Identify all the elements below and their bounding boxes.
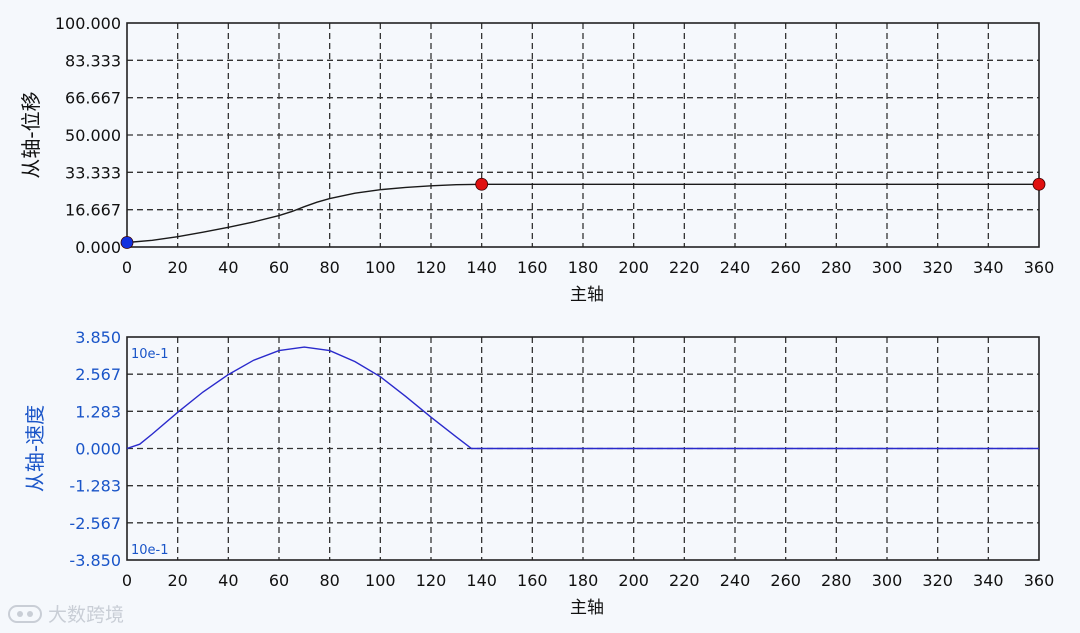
y-tick-label: -2.567 xyxy=(69,514,121,533)
watermark-text: 大数跨境 xyxy=(48,604,125,626)
y-tick-label: 33.333 xyxy=(65,163,121,182)
x-tick-label: 240 xyxy=(720,571,751,590)
x-tick-label: 200 xyxy=(618,258,649,277)
x-tick-label: 180 xyxy=(568,258,599,277)
x-tick-label: 140 xyxy=(466,571,497,590)
y-tick-label: 16.667 xyxy=(65,201,121,220)
y-tick-label: -1.283 xyxy=(69,477,121,496)
y-axis-label: 从轴-位移 xyxy=(19,91,43,178)
x-tick-label: 60 xyxy=(269,571,289,590)
x-tick-label: 20 xyxy=(167,258,187,277)
x-tick-label: 120 xyxy=(416,258,447,277)
x-tick-label: 320 xyxy=(922,258,953,277)
x-tick-label: 60 xyxy=(269,258,289,277)
x-tick-label: 360 xyxy=(1024,571,1055,590)
x-tick-label: 0 xyxy=(122,258,132,277)
x-tick-label: 300 xyxy=(872,258,903,277)
scale-label-top: 10e-1 xyxy=(131,347,169,362)
data-point xyxy=(1032,177,1046,191)
x-tick-label: 260 xyxy=(770,571,801,590)
x-tick-label: 300 xyxy=(872,571,903,590)
x-tick-label: 220 xyxy=(669,571,700,590)
x-tick-label: 0 xyxy=(122,571,132,590)
x-tick-label: 280 xyxy=(821,258,852,277)
x-axis-label: 主轴 xyxy=(570,285,604,305)
y-tick-label: 3.850 xyxy=(75,328,121,347)
x-tick-label: 100 xyxy=(365,571,396,590)
x-tick-label: 320 xyxy=(922,571,953,590)
x-tick-label: 200 xyxy=(618,571,649,590)
data-point xyxy=(475,177,489,191)
x-tick-label: 120 xyxy=(416,571,447,590)
plot-border xyxy=(126,22,1040,248)
y-tick-label: 0.000 xyxy=(75,238,121,257)
y-tick-label: -3.850 xyxy=(69,551,121,570)
x-tick-label: 180 xyxy=(568,571,599,590)
series-line xyxy=(126,183,1039,244)
x-tick-label: 160 xyxy=(517,571,548,590)
x-tick-label: 340 xyxy=(973,571,1004,590)
y-axis-label: 从轴-速度 xyxy=(23,405,47,492)
y-tick-label: 0.000 xyxy=(75,440,121,459)
y-tick-label: 100.000 xyxy=(55,14,121,33)
x-tick-label: 80 xyxy=(319,258,339,277)
x-tick-label: 360 xyxy=(1024,258,1055,277)
x-tick-label: 220 xyxy=(669,258,700,277)
data-point xyxy=(120,236,134,249)
x-tick-label: 240 xyxy=(720,258,751,277)
series-line xyxy=(126,346,1039,450)
x-axis-label: 主轴 xyxy=(570,598,604,618)
y-tick-label: 2.567 xyxy=(75,365,121,384)
y-tick-label: 50.000 xyxy=(65,126,121,145)
x-tick-label: 280 xyxy=(821,571,852,590)
x-tick-label: 260 xyxy=(770,258,801,277)
watermark: 大数跨境 xyxy=(8,600,124,627)
y-tick-label: 83.333 xyxy=(65,51,121,70)
x-tick-label: 160 xyxy=(517,258,548,277)
scale-label-bottom: 10e-1 xyxy=(131,543,169,558)
x-tick-label: 40 xyxy=(218,571,238,590)
y-tick-label: 66.667 xyxy=(65,89,121,108)
chart-1: 0 20 40 60 80 100 120 140 160 180 200 220 240 260 280 3… xyxy=(19,14,1054,305)
y-tick-label: 1.283 xyxy=(75,402,121,421)
x-tick-label: 40 xyxy=(218,258,238,277)
x-tick-label: 140 xyxy=(466,258,497,277)
x-tick-label: 20 xyxy=(167,571,187,590)
x-tick-label: 340 xyxy=(973,258,1004,277)
chart-2: 0 20 40 60 80 100 120 140 160 180 200 220 240 260 280 3… xyxy=(23,328,1054,618)
logo-icon xyxy=(8,604,42,623)
x-tick-label: 100 xyxy=(365,258,396,277)
x-tick-label: 80 xyxy=(319,571,339,590)
